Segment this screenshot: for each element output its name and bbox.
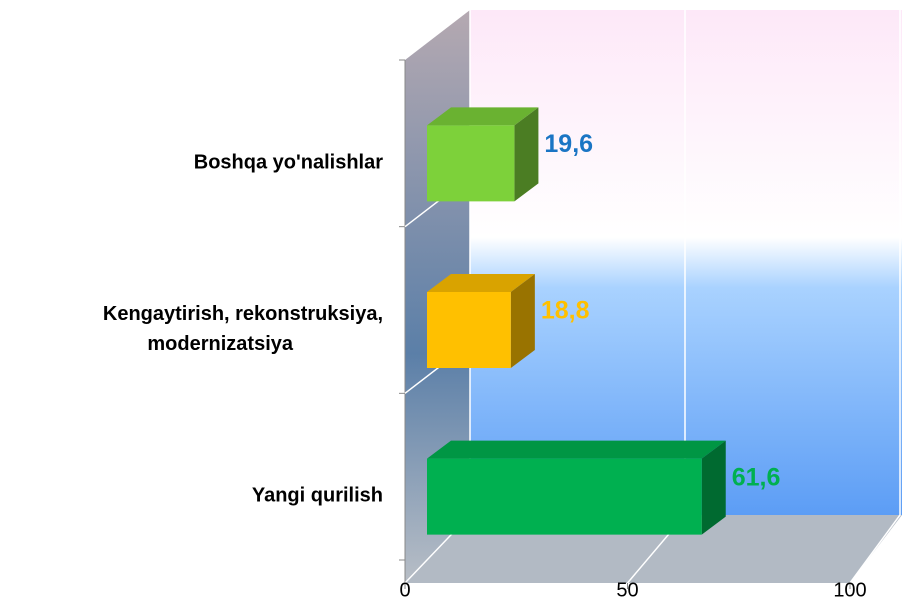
bar-face xyxy=(514,107,539,202)
x-tick-label: 100 xyxy=(833,579,866,599)
y-tick-label: Yangi qurilish xyxy=(252,485,383,507)
x-tick-label: 0 xyxy=(399,579,410,599)
bar-face xyxy=(427,458,702,535)
bar xyxy=(427,440,726,535)
bar-face xyxy=(427,292,511,368)
x-tick-label: 50 xyxy=(616,579,638,599)
y-tick-label: Boshqa yo'nalishlar xyxy=(194,152,383,174)
bar xyxy=(427,274,535,368)
y-tick-label: Kengaytirish, rekonstruksiya, modernizats… xyxy=(103,303,383,355)
bar-face xyxy=(427,107,539,126)
bar-face xyxy=(701,440,726,535)
bar-face xyxy=(427,125,515,202)
back-wall xyxy=(470,10,902,515)
data-label: 18,8 xyxy=(541,297,590,325)
bar-face xyxy=(427,274,535,292)
data-label: 19,6 xyxy=(544,130,593,158)
data-label: 61,6 xyxy=(732,463,781,491)
grid-line xyxy=(849,10,901,584)
bar-face xyxy=(427,440,726,459)
bar xyxy=(427,107,539,202)
bar-face xyxy=(510,274,535,368)
